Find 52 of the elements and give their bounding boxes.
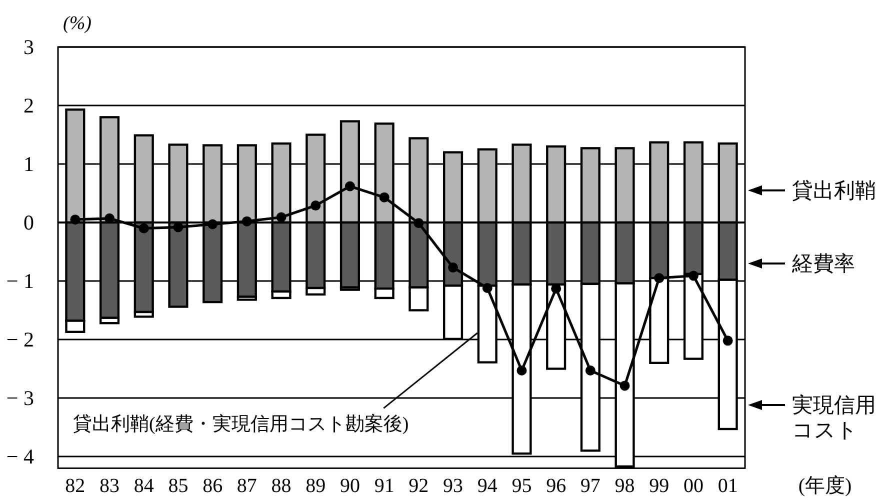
x-tick-label: 84 xyxy=(134,475,154,498)
x-tick-label: 97 xyxy=(580,475,600,498)
x-tick-label: 94 xyxy=(477,475,498,498)
x-tick-label: 91 xyxy=(374,475,394,498)
point xyxy=(379,192,390,202)
x-tick-label: 99 xyxy=(649,475,670,498)
x-tick-label: 95 xyxy=(512,475,532,498)
x-tick-label: 92 xyxy=(408,475,429,498)
point xyxy=(242,216,252,226)
y-tick-label: 2 xyxy=(24,94,34,118)
point xyxy=(722,336,733,346)
point xyxy=(516,366,527,376)
point xyxy=(276,212,286,222)
point xyxy=(70,214,80,225)
y-tick-label: − 2 xyxy=(6,328,34,352)
point xyxy=(585,366,596,376)
point xyxy=(414,218,424,228)
x-tick-label: 96 xyxy=(546,475,566,498)
y-tick-label: 1 xyxy=(24,152,34,176)
point xyxy=(448,262,458,273)
y-tick-label: 3 xyxy=(24,35,34,59)
x-tick-label: 90 xyxy=(340,475,360,498)
x-tick-label: 87 xyxy=(236,475,257,498)
x-tick-label: 01 xyxy=(718,475,738,498)
x-tick-label: 89 xyxy=(306,475,326,498)
point xyxy=(138,223,149,234)
legend-label: 貸出利鞘 xyxy=(792,178,876,202)
legend-label: 実現信用コスト xyxy=(792,393,876,442)
y-tick-label: 0 xyxy=(24,210,34,234)
x-tick-label: 93 xyxy=(443,475,464,498)
x-tick-label: 98 xyxy=(614,475,635,498)
point xyxy=(344,181,355,192)
point xyxy=(208,219,218,230)
point xyxy=(482,283,492,294)
y-tick-label: − 4 xyxy=(6,444,34,468)
y-tick-label: − 3 xyxy=(6,386,34,410)
x-tick-label: 85 xyxy=(168,475,188,498)
y-tick-label: − 1 xyxy=(6,269,34,293)
point xyxy=(688,270,698,281)
x-axis-title: (年度) xyxy=(798,475,852,498)
y-axis-title: (%) xyxy=(63,13,92,34)
point xyxy=(173,222,184,232)
point xyxy=(654,273,664,284)
x-tick-label: 86 xyxy=(202,475,223,498)
point xyxy=(310,200,321,211)
legend-label: 経費率 xyxy=(791,251,855,276)
x-tick-label: 88 xyxy=(271,475,292,498)
point xyxy=(620,380,630,391)
x-tick-label: 83 xyxy=(100,475,120,498)
x-tick-label: 82 xyxy=(65,475,86,498)
text: 貸出利鞘(経費・実現信用コスト勘案後) xyxy=(73,413,409,436)
x-tick-label: 00 xyxy=(683,475,704,498)
